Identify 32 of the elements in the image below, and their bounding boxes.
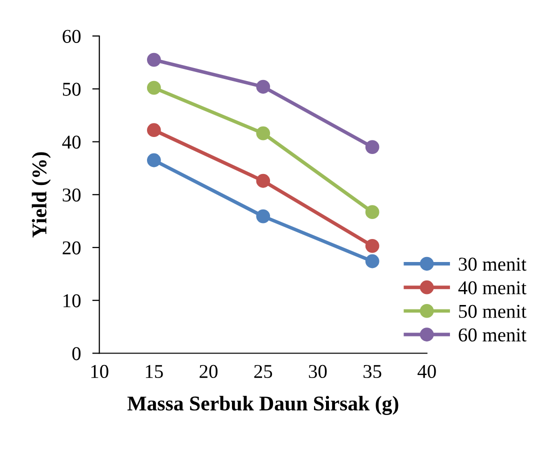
legend-label: 30 menit xyxy=(458,258,526,271)
x-tick-label: 35 xyxy=(364,364,382,378)
point xyxy=(146,52,161,67)
point xyxy=(146,80,161,95)
point xyxy=(365,254,380,268)
x-tick-label: 10 xyxy=(91,364,108,378)
x-axis-title: Massa Serbuk Daun Sirsak (g) xyxy=(127,396,398,415)
y-tick-label: 30 xyxy=(62,188,81,202)
legend-label: 50 menit xyxy=(459,304,526,318)
point xyxy=(256,209,270,224)
y-tick-label: 0 xyxy=(72,347,81,360)
x-tick-label: 15 xyxy=(146,365,163,378)
x-tick-label: 20 xyxy=(200,364,218,378)
x-tick-label: 30 xyxy=(308,364,327,378)
point xyxy=(256,174,270,188)
y-axis-title: Yield (%) xyxy=(32,152,51,238)
point xyxy=(256,126,270,140)
x-tick-label: 25 xyxy=(254,364,272,378)
point xyxy=(256,80,270,94)
y-tick-label: 60 xyxy=(62,30,81,43)
y-tick-label: 50 xyxy=(62,82,81,96)
point xyxy=(146,123,161,138)
point xyxy=(365,140,380,154)
point xyxy=(365,238,380,253)
y-tick-label: 10 xyxy=(64,294,81,308)
x-tick-label: 40 xyxy=(418,364,436,378)
legend-label: 60 menit xyxy=(458,328,526,342)
point xyxy=(365,205,380,220)
y-tick-label: 20 xyxy=(62,241,81,254)
y-tick-label: 40 xyxy=(62,136,81,149)
legend-label: 40 menit xyxy=(458,281,526,294)
point xyxy=(146,153,161,168)
